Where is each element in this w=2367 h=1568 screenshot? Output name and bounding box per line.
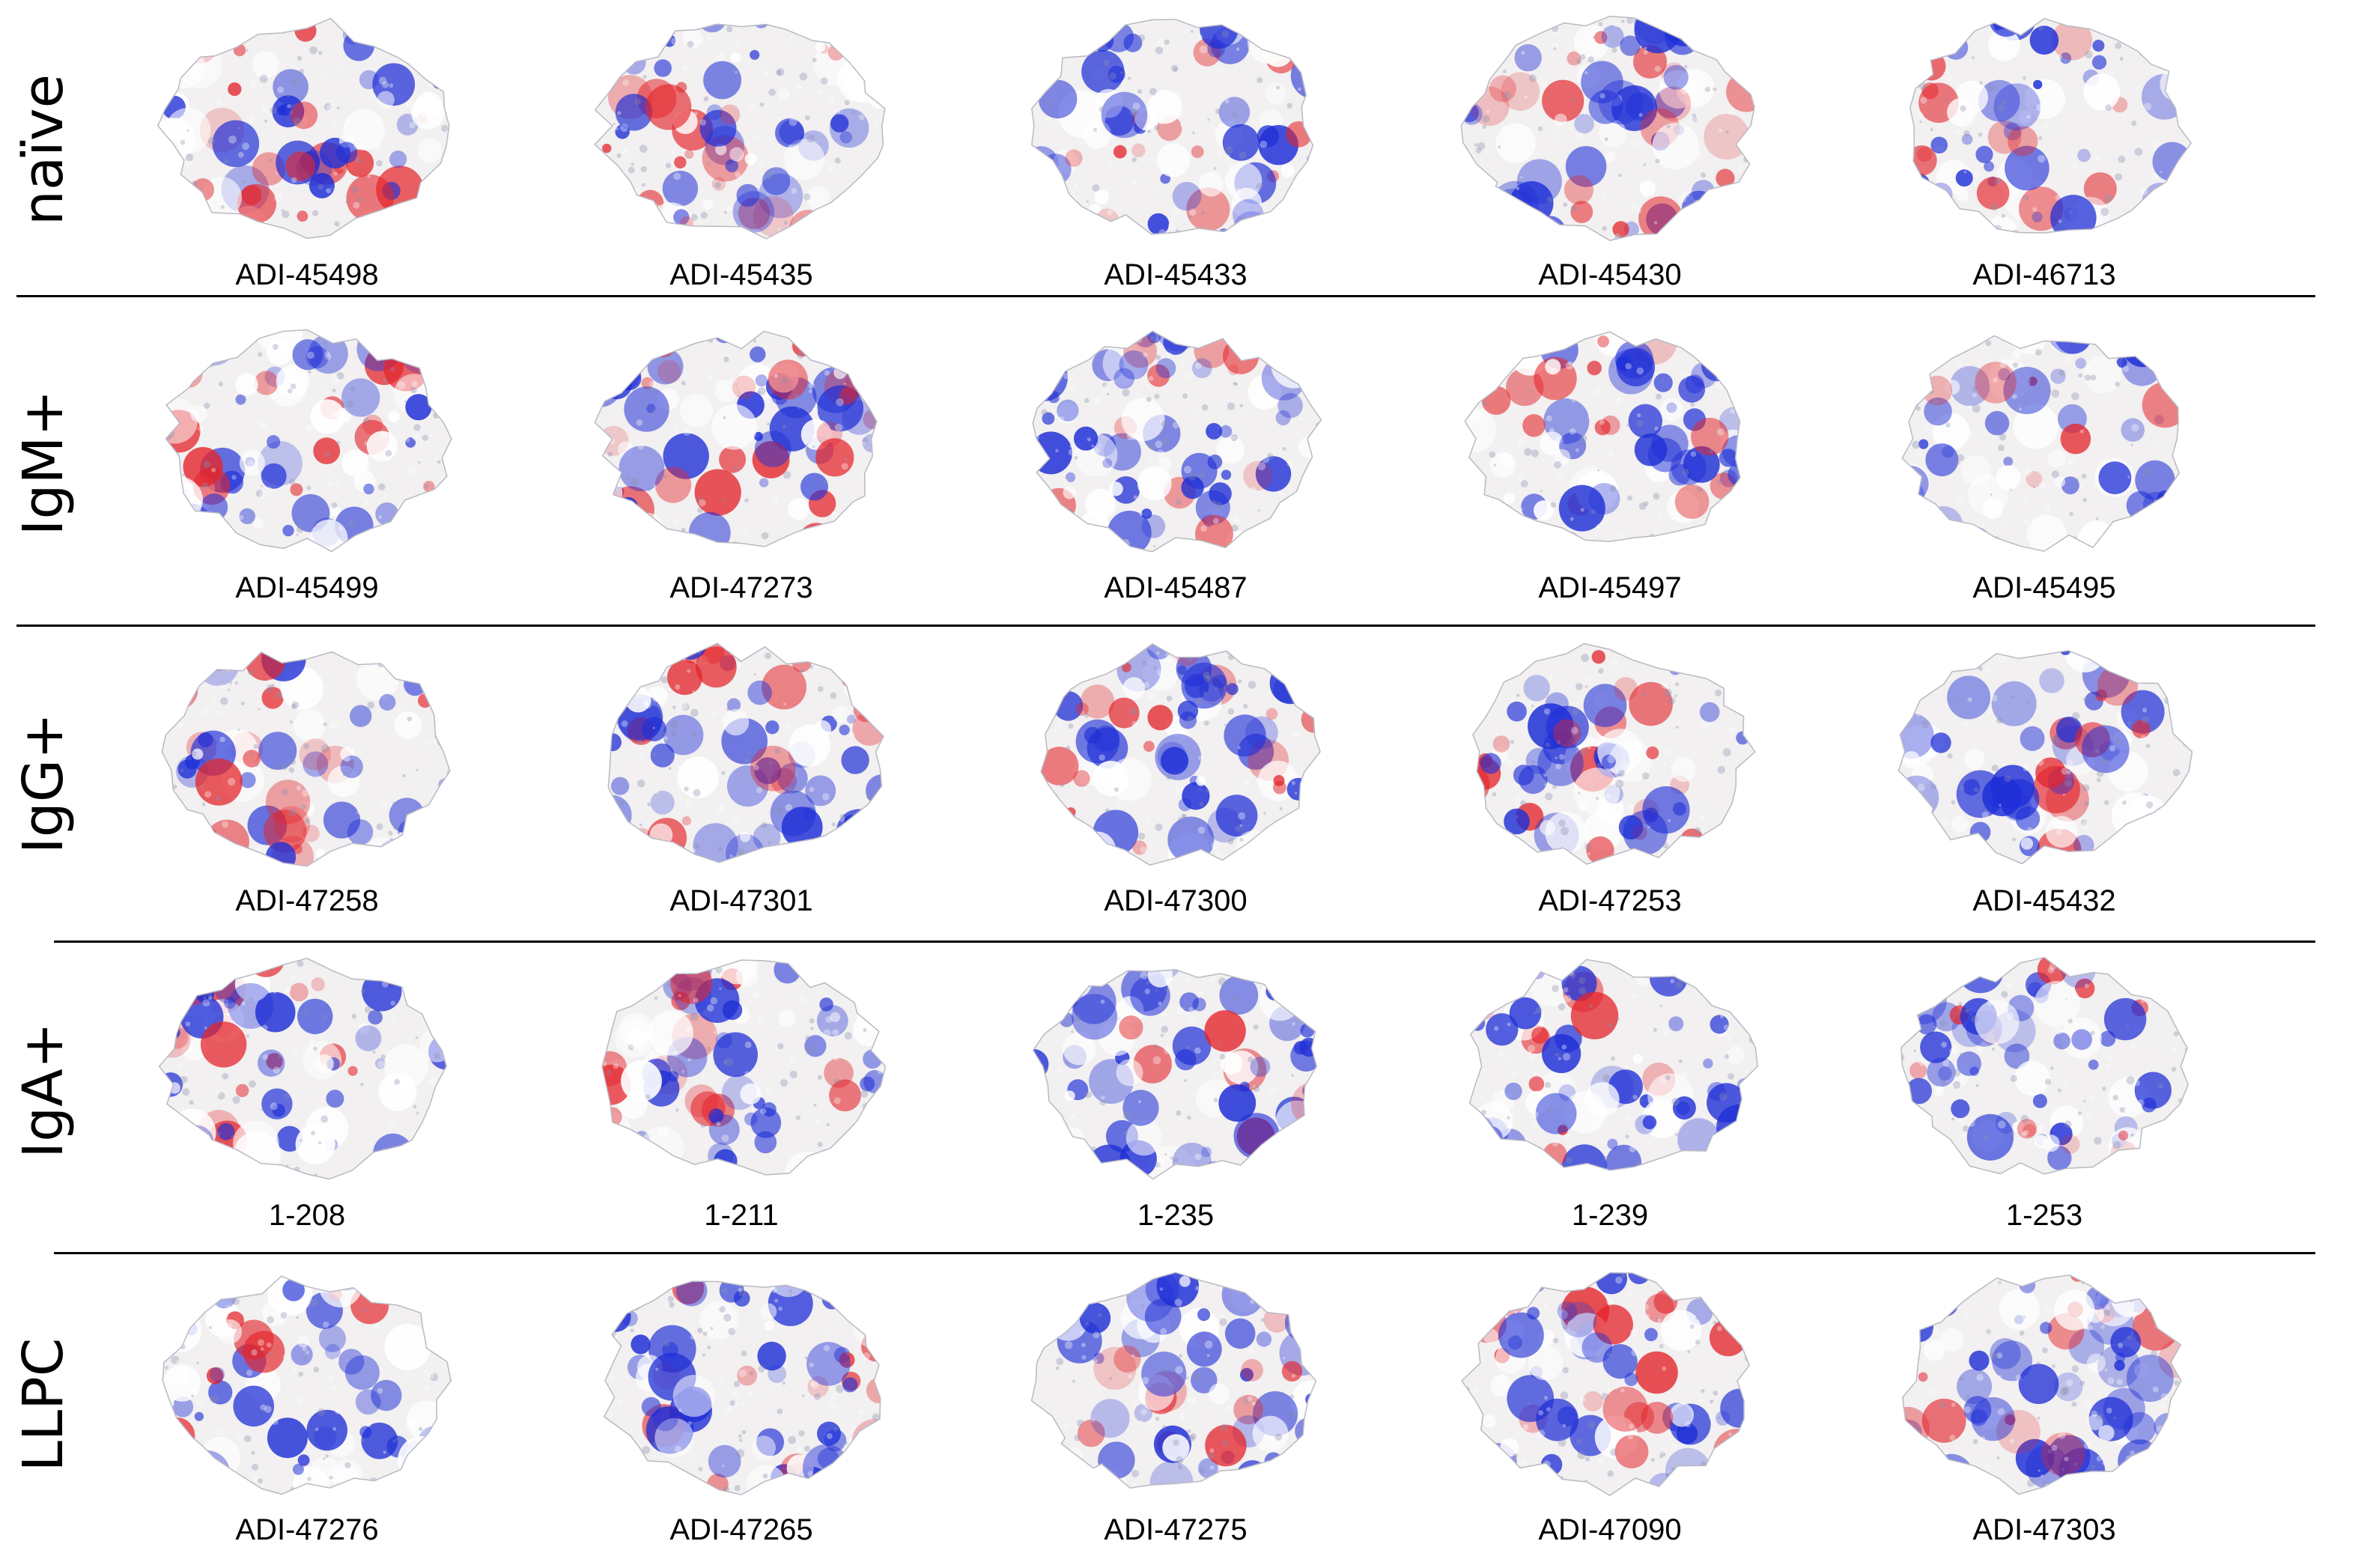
structure-cell: ADI-45430 xyxy=(1400,0,1820,313)
structure-cell: ADI-47275 xyxy=(966,1255,1385,1568)
row-label-text: LLPC xyxy=(11,1337,76,1472)
surface-image xyxy=(584,946,899,1186)
surface-image xyxy=(1887,946,2202,1186)
structure-label: ADI-45435 xyxy=(669,258,813,291)
structure-cell: ADI-47265 xyxy=(532,1255,951,1568)
structure-cell: ADI-47258 xyxy=(97,626,517,939)
row-naive: naïve ADI-45498 ADI-45435 ADI-45433 ADI-… xyxy=(0,0,2367,313)
structure-label: ADI-47300 xyxy=(1104,884,1248,917)
structure-label: ADI-47090 xyxy=(1538,1513,1682,1546)
surface-image xyxy=(584,1261,899,1501)
surface-image xyxy=(1887,1261,2202,1501)
structure-cell: ADI-47253 xyxy=(1400,626,1820,939)
surface-image xyxy=(584,6,899,246)
structure-label: ADI-47265 xyxy=(669,1513,813,1546)
structure-label: 1-211 xyxy=(704,1199,779,1232)
structure-label: ADI-45497 xyxy=(1538,571,1682,604)
row-llpc: LLPC ADI-47276 ADI-47265 ADI-47275 ADI-4… xyxy=(0,1255,2367,1568)
row-label-text: IgG+ xyxy=(11,712,76,854)
structure-cell: 1-239 xyxy=(1400,941,1820,1254)
surface-image xyxy=(1887,632,2202,872)
structure-label: ADI-47303 xyxy=(1972,1513,2116,1546)
structure-cell: ADI-45498 xyxy=(97,0,517,313)
surface-image xyxy=(1018,6,1333,246)
surface-image xyxy=(150,319,464,559)
structure-cell: 1-211 xyxy=(532,941,951,1254)
row-divider xyxy=(54,941,2315,943)
structure-cell: ADI-47273 xyxy=(532,313,951,626)
structure-cell: 1-235 xyxy=(966,941,1385,1254)
structure-cell: ADI-47301 xyxy=(532,626,951,939)
structure-cell: ADI-47090 xyxy=(1400,1255,1820,1568)
structure-label: ADI-45430 xyxy=(1538,258,1682,291)
row-igm: IgM+ ADI-45499 ADI-47273 ADI-45487 ADI-4… xyxy=(0,313,2367,626)
row-divider xyxy=(16,295,2315,297)
surface-image xyxy=(1453,6,1767,246)
surface-image xyxy=(1018,319,1333,559)
structure-cell: ADI-45432 xyxy=(1835,626,2254,939)
structure-cell: 1-208 xyxy=(97,941,517,1254)
structure-label: ADI-47273 xyxy=(669,571,813,604)
row-iga: IgA+ 1-208 1-211 1-235 1-239 1-253 xyxy=(0,941,2367,1254)
structure-label: ADI-47253 xyxy=(1538,884,1682,917)
row-label-text: naïve xyxy=(11,73,76,226)
surface-image xyxy=(1018,946,1333,1186)
structure-label: ADI-45432 xyxy=(1972,884,2116,917)
surface-image xyxy=(1453,632,1767,872)
row-label-text: IgA+ xyxy=(11,1022,76,1158)
structure-cell: ADI-45487 xyxy=(966,313,1385,626)
structure-label: ADI-45433 xyxy=(1104,258,1248,291)
surface-image xyxy=(150,632,464,872)
structure-label: ADI-45498 xyxy=(235,258,379,291)
structure-label: 1-253 xyxy=(2005,1199,2083,1232)
surface-image xyxy=(1018,632,1333,872)
structure-label: 1-239 xyxy=(1571,1199,1649,1232)
surface-image xyxy=(150,1261,464,1501)
surface-image xyxy=(584,319,899,559)
row-divider xyxy=(54,1252,2315,1254)
surface-image xyxy=(1887,319,2202,559)
structure-cell: ADI-45499 xyxy=(97,313,517,626)
surface-image xyxy=(150,6,464,246)
structure-cell: ADI-45435 xyxy=(532,0,951,313)
surface-image xyxy=(1453,1261,1767,1501)
structure-label: ADI-47276 xyxy=(235,1513,379,1546)
surface-image xyxy=(1018,1261,1333,1501)
structure-label: ADI-45487 xyxy=(1104,571,1248,604)
surface-image xyxy=(1453,319,1767,559)
structure-cell: ADI-47303 xyxy=(1835,1255,2254,1568)
structure-label: ADI-47301 xyxy=(669,884,813,917)
structure-cell: ADI-45495 xyxy=(1835,313,2254,626)
structure-cell: ADI-46713 xyxy=(1835,0,2254,313)
row-igg: IgG+ ADI-47258 ADI-47301 ADI-47300 ADI-4… xyxy=(0,626,2367,939)
surface-image xyxy=(150,946,464,1186)
structure-label: ADI-45499 xyxy=(235,571,379,604)
row-divider xyxy=(16,625,2315,627)
structure-cell: ADI-47300 xyxy=(966,626,1385,939)
structure-label: ADI-47258 xyxy=(235,884,379,917)
structure-cell: ADI-45433 xyxy=(966,0,1385,313)
structure-label: 1-208 xyxy=(268,1199,346,1232)
surface-image xyxy=(584,632,899,872)
structure-cell: 1-253 xyxy=(1835,941,2254,1254)
structure-label: ADI-45495 xyxy=(1972,571,2116,604)
surface-image xyxy=(1887,6,2202,246)
structure-label: ADI-47275 xyxy=(1104,1513,1248,1546)
structure-cell: ADI-47276 xyxy=(97,1255,517,1568)
structure-label: ADI-46713 xyxy=(1972,258,2116,291)
row-label-text: IgM+ xyxy=(11,389,76,536)
surface-image xyxy=(1453,946,1767,1186)
structure-cell: ADI-45497 xyxy=(1400,313,1820,626)
structure-label: 1-235 xyxy=(1137,1199,1215,1232)
